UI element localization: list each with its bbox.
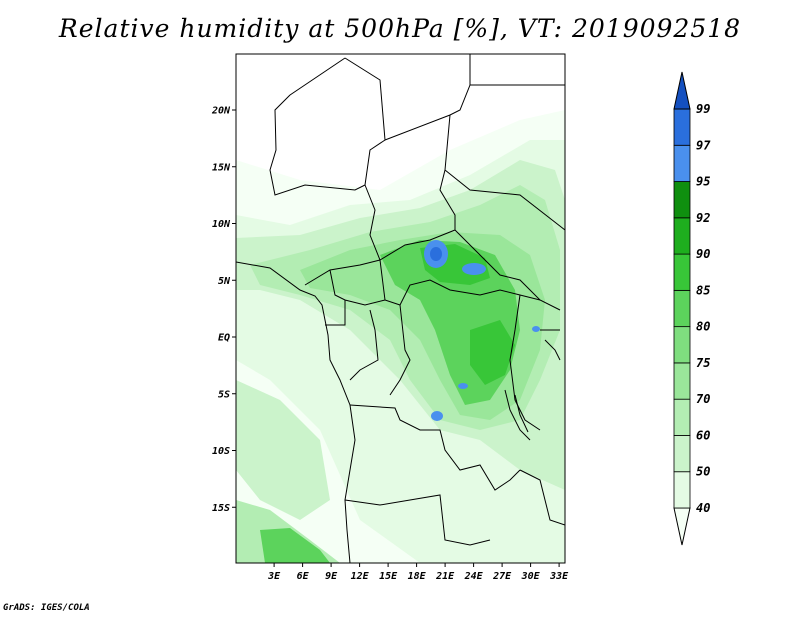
lon-tick-label: 3E bbox=[267, 571, 281, 582]
footer-credit: GrADS: IGES/COLA bbox=[3, 603, 90, 613]
border-congo bbox=[325, 300, 411, 396]
border-car bbox=[379, 259, 541, 306]
lat-tick-label: 5N bbox=[218, 276, 231, 287]
colorbar-segment bbox=[673, 435, 691, 473]
lake-tanganyika bbox=[504, 389, 531, 441]
colorbar-label: 90 bbox=[696, 247, 710, 261]
lat-tick-label: 15N bbox=[212, 162, 231, 173]
humidity-patch-95-b bbox=[462, 263, 486, 275]
humidity-patch-95-c bbox=[431, 411, 443, 421]
lon-tick-label: 6E bbox=[297, 571, 310, 582]
border-sudan bbox=[444, 84, 565, 311]
border-chad bbox=[364, 54, 471, 261]
lat-tick-label: 15S bbox=[212, 503, 230, 514]
border-north bbox=[269, 57, 386, 196]
colorbar-segment-above bbox=[673, 71, 691, 110]
colorbar-label: 99 bbox=[696, 102, 710, 116]
lon-tick-label: 24E bbox=[464, 571, 484, 582]
longitude-axis: 3E 6E 9E 12E 15E 18E 21E 24E 27E 30E 33E bbox=[267, 563, 569, 582]
border-east bbox=[519, 329, 565, 526]
colorbar-label: 92 bbox=[696, 211, 710, 225]
colorbar-segment bbox=[673, 289, 691, 328]
colorbar-segment bbox=[673, 398, 691, 436]
lat-tick-label: 10S bbox=[212, 446, 230, 457]
colorbar-label: 60 bbox=[696, 428, 710, 442]
colorbar-label: 97 bbox=[696, 138, 711, 152]
lat-tick-label: 20N bbox=[211, 106, 231, 117]
colorbar-segment bbox=[673, 108, 691, 146]
humidity-patch-95-d bbox=[458, 383, 468, 389]
colorbar-label: 50 bbox=[696, 465, 710, 479]
map-frame bbox=[235, 53, 566, 564]
colorbar-label: 75 bbox=[696, 356, 710, 370]
colorbar-label: 85 bbox=[696, 283, 710, 297]
colorbar-segment bbox=[673, 471, 691, 509]
lon-tick-label: 33E bbox=[549, 571, 569, 582]
lon-tick-label: 12E bbox=[351, 571, 370, 582]
lat-tick-label: 10N bbox=[212, 219, 231, 230]
lat-tick-label: 5S bbox=[218, 389, 230, 400]
colorbar-segment bbox=[673, 253, 691, 291]
coastline-west bbox=[236, 261, 356, 563]
lon-tick-label: 15E bbox=[379, 571, 398, 582]
latitude-axis: 20N 15N 10N 5N EQ 5S 10S 15S bbox=[211, 106, 236, 514]
colorbar-label: 40 bbox=[696, 501, 710, 515]
country-borders bbox=[236, 54, 565, 563]
page-title: Relative humidity at 500hPa [%], VT: 201… bbox=[58, 14, 742, 43]
lon-tick-label: 27E bbox=[492, 571, 512, 582]
lon-tick-label: 18E bbox=[408, 571, 427, 582]
colorbar-segment bbox=[673, 362, 691, 400]
colorbar-label: 80 bbox=[696, 320, 710, 334]
border-angola bbox=[344, 494, 491, 546]
colorbar-label: 95 bbox=[696, 175, 710, 189]
lat-tick-label: EQ bbox=[218, 333, 230, 344]
colorbar: 40 50 60 70 75 80 85 90 92 95 97 99 bbox=[673, 71, 711, 546]
colorbar-segment bbox=[673, 217, 691, 255]
humidity-contour-sw-west bbox=[236, 380, 330, 520]
lon-tick-label: 21E bbox=[435, 571, 455, 582]
humidity-contour-sw-85 bbox=[260, 528, 330, 563]
humidity-contour-90-east bbox=[470, 320, 515, 385]
colorbar-label: 70 bbox=[696, 392, 710, 406]
humidity-patch-95-e bbox=[532, 326, 540, 332]
colorbar-segment bbox=[673, 326, 691, 364]
lon-tick-label: 9E bbox=[325, 571, 338, 582]
humidity-fields bbox=[236, 110, 565, 563]
colorbar-segment-below bbox=[673, 507, 691, 546]
lon-tick-label: 30E bbox=[521, 571, 541, 582]
humidity-patch-97 bbox=[430, 247, 442, 261]
colorbar-segment bbox=[673, 181, 691, 219]
border-drc bbox=[349, 294, 541, 491]
colorbar-segment bbox=[673, 144, 691, 182]
